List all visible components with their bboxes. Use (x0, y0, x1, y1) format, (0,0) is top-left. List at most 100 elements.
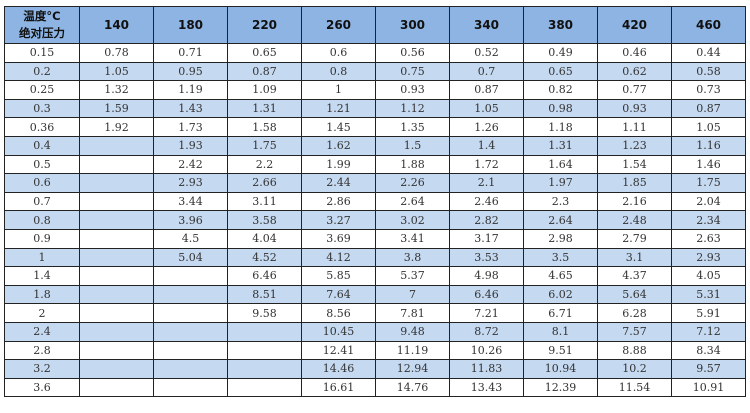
value-cell: 4.12 (301, 247, 376, 268)
pressure-cell: 0.4 (4, 135, 80, 156)
value-cell: 5.31 (671, 284, 746, 305)
value-cell (79, 135, 154, 156)
value-cell: 2.42 (153, 154, 228, 175)
pressure-cell: 0.9 (4, 228, 80, 249)
table-row: 1.4 6.46 5.85 5.37 4.98 4.65 4.37 4.05 (4, 266, 746, 286)
pressure-cell: 0.8 (4, 210, 80, 230)
pressure-cell: 2.8 (4, 340, 80, 361)
value-cell: 0.73 (671, 80, 746, 100)
value-cell: 2.93 (671, 247, 746, 268)
pressure-cell: 0.15 (4, 43, 80, 63)
value-cell: 4.37 (597, 266, 672, 286)
column-header: 420 (597, 6, 672, 44)
value-cell: 1 (301, 80, 376, 100)
value-cell: 10.94 (523, 359, 598, 379)
value-cell: 2.98 (523, 228, 598, 249)
corner-header: 温度°C 绝对压力 (4, 6, 80, 44)
value-cell: 3.8 (375, 247, 450, 268)
value-cell: 3.02 (375, 210, 450, 230)
value-cell: 8.1 (523, 321, 598, 342)
value-cell: 1.75 (671, 173, 746, 193)
table-row: 0.9 4.5 4.04 3.69 3.41 3.17 2.98 2.79 2.63 (4, 228, 746, 249)
value-cell (79, 210, 154, 230)
value-cell: 11.19 (375, 340, 450, 361)
value-cell: 1.11 (597, 117, 672, 137)
value-cell: 3.27 (301, 210, 376, 230)
value-cell (79, 247, 154, 268)
value-cell: 1.85 (597, 173, 672, 193)
value-cell: 7.57 (597, 321, 672, 342)
value-cell: 11.54 (597, 377, 672, 398)
value-cell: 2.82 (449, 210, 524, 230)
value-cell: 6.71 (523, 303, 598, 323)
pressure-cell: 3.2 (4, 359, 80, 379)
column-header: 340 (449, 6, 524, 44)
value-cell: 8.56 (301, 303, 376, 323)
pressure-cell: 3.6 (4, 377, 80, 398)
value-cell: 1.59 (79, 98, 154, 119)
pressure-cell: 0.25 (4, 80, 80, 100)
steam-data-table: 温度°C 绝对压力 140 180 220 260 300 340 380 420 460 0.… (4, 6, 746, 398)
value-cell: 7.12 (671, 321, 746, 342)
value-cell: 2.34 (671, 210, 746, 230)
value-cell: 9.57 (671, 359, 746, 379)
value-cell: 5.37 (375, 266, 450, 286)
value-cell: 8.88 (597, 340, 672, 361)
table-row: 0.5 2.42 2.2 1.99 1.88 1.72 1.64 1.54 1.46 (4, 154, 746, 175)
value-cell: 3.96 (153, 210, 228, 230)
value-cell: 2.1 (449, 173, 524, 193)
value-cell: 1.19 (153, 80, 228, 100)
table-row: 0.36 1.92 1.73 1.58 1.45 1.35 1.26 1.18 1.11 1.05 (4, 117, 746, 137)
pressure-cell: 0.7 (4, 191, 80, 212)
pressure-cell: 0.6 (4, 173, 80, 193)
value-cell (79, 321, 154, 342)
value-cell: 4.65 (523, 266, 598, 286)
value-cell: 0.98 (523, 98, 598, 119)
value-cell: 2.26 (375, 173, 450, 193)
value-cell: 13.43 (449, 377, 524, 398)
table-row: 0.3 1.59 1.43 1.31 1.21 1.12 1.05 0.98 0.93 0.87 (4, 98, 746, 119)
value-cell: 1.99 (301, 154, 376, 175)
value-cell: 7.64 (301, 284, 376, 305)
value-cell: 0.78 (79, 43, 154, 63)
value-cell: 3.11 (227, 191, 302, 212)
value-cell (153, 359, 228, 379)
value-cell (227, 359, 302, 379)
value-cell: 2.3 (523, 191, 598, 212)
table-row: 0.8 3.96 3.58 3.27 3.02 2.82 2.64 2.48 2.34 (4, 210, 746, 230)
pressure-cell: 1.4 (4, 266, 80, 286)
value-cell (227, 321, 302, 342)
table-row: 0.2 1.05 0.95 0.87 0.8 0.75 0.7 0.65 0.62 0.58 (4, 61, 746, 82)
header-row: 温度°C 绝对压力 140 180 220 260 300 340 380 420 460 (4, 6, 746, 44)
value-cell: 0.7 (449, 61, 524, 82)
table-row: 1 5.04 4.52 4.12 3.8 3.53 3.5 3.1 2.93 (4, 247, 746, 268)
value-cell: 1.05 (79, 61, 154, 82)
value-cell (153, 284, 228, 305)
table-row: 2 9.58 8.56 7.81 7.21 6.71 6.28 5.91 (4, 303, 746, 323)
value-cell: 5.04 (153, 247, 228, 268)
value-cell (79, 340, 154, 361)
value-cell: 14.46 (301, 359, 376, 379)
value-cell: 6.46 (449, 284, 524, 305)
value-cell: 4.04 (227, 228, 302, 249)
value-cell: 8.72 (449, 321, 524, 342)
column-header: 180 (153, 6, 228, 44)
value-cell: 0.56 (375, 43, 450, 63)
value-cell: 1.72 (449, 154, 524, 175)
value-cell: 1.88 (375, 154, 450, 175)
column-header: 260 (301, 6, 376, 44)
value-cell: 9.58 (227, 303, 302, 323)
value-cell: 5.64 (597, 284, 672, 305)
pressure-cell: 0.3 (4, 98, 80, 119)
value-cell: 2.46 (449, 191, 524, 212)
value-cell: 6.02 (523, 284, 598, 305)
value-cell: 0.93 (597, 98, 672, 119)
value-cell: 1.75 (227, 135, 302, 156)
value-cell: 0.87 (227, 61, 302, 82)
table-row: 0.4 1.93 1.75 1.62 1.5 1.4 1.31 1.23 1.16 (4, 135, 746, 156)
value-cell (79, 303, 154, 323)
value-cell (79, 173, 154, 193)
value-cell (79, 359, 154, 379)
table-row: 0.15 0.78 0.71 0.65 0.6 0.56 0.52 0.49 0.46 0.44 (4, 43, 746, 63)
value-cell (79, 154, 154, 175)
